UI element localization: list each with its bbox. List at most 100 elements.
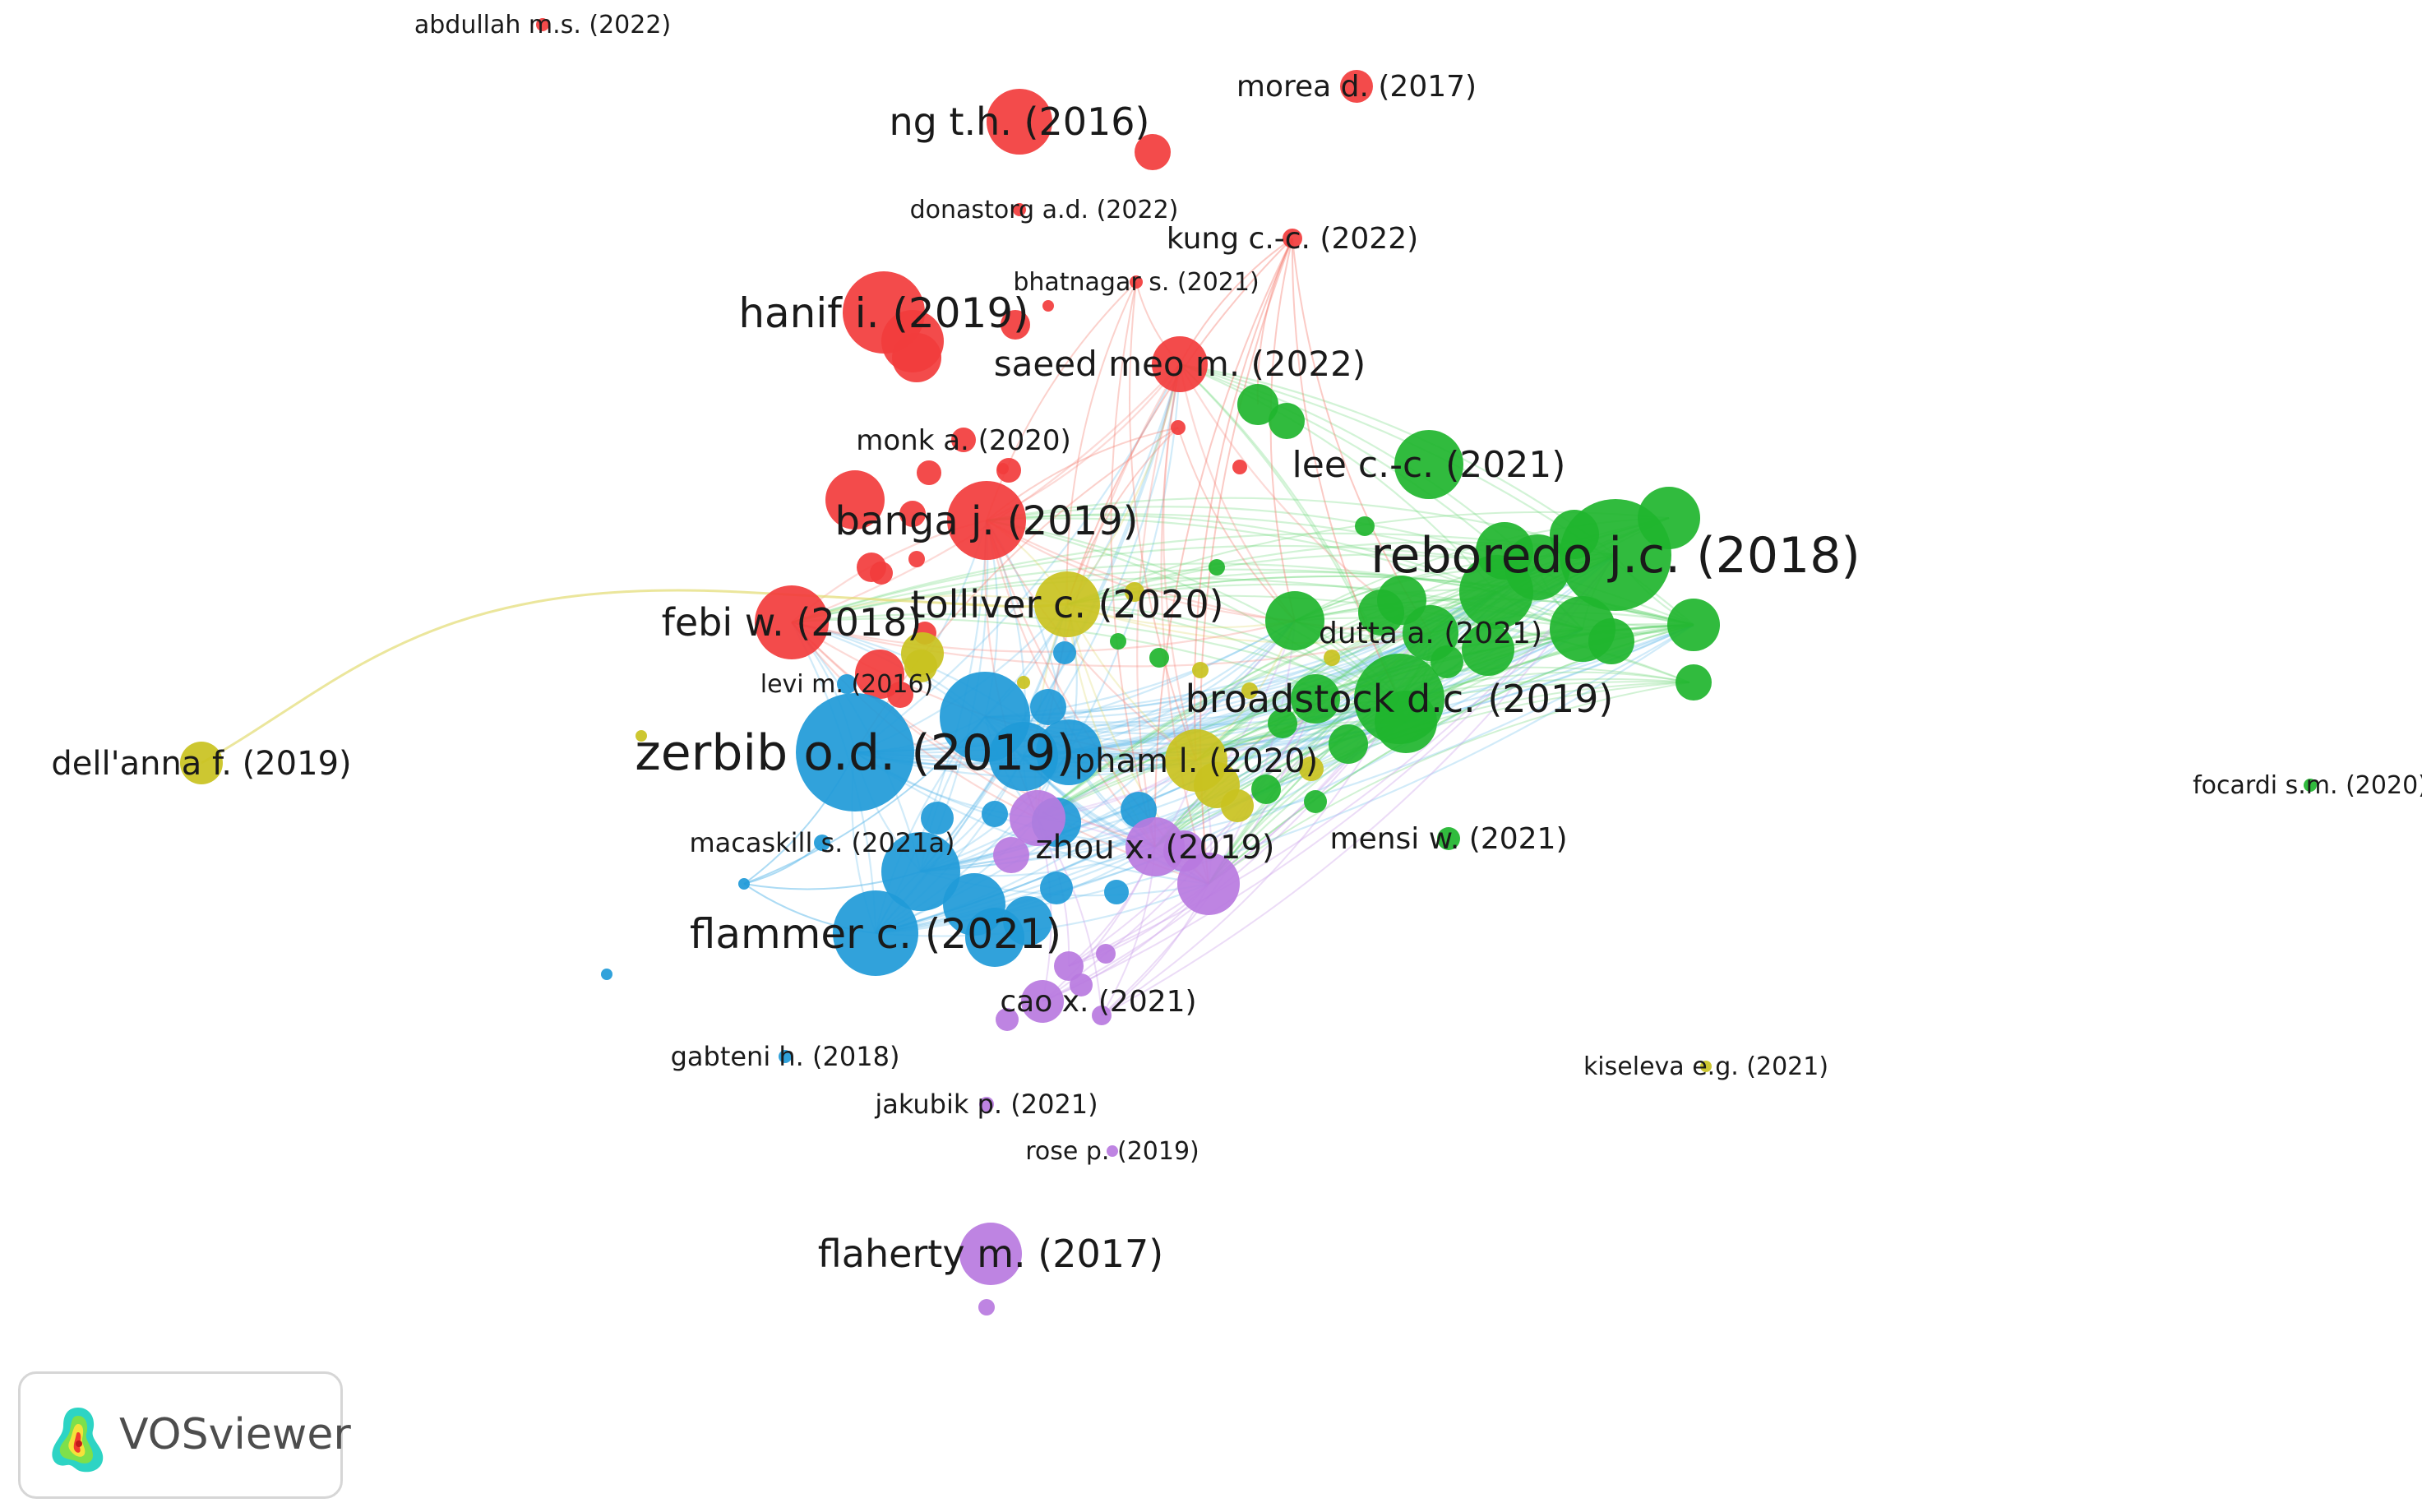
network-node — [1329, 724, 1368, 764]
node-label: flaherty m. (2017) — [818, 1232, 1163, 1276]
network-link — [1153, 238, 1293, 848]
network-node — [993, 837, 1029, 873]
network-node — [1125, 817, 1185, 876]
network-link — [986, 514, 1497, 594]
network-link — [986, 506, 1538, 569]
network-node — [1192, 662, 1209, 678]
network-link — [854, 620, 1296, 754]
node-label: bhatnagar s. (2021) — [1013, 268, 1259, 297]
network-node — [1676, 664, 1712, 701]
network-link — [1193, 238, 1293, 761]
network-node — [1304, 790, 1327, 813]
vosviewer-logo-icon — [52, 1408, 104, 1473]
network-link — [791, 568, 1694, 627]
network-node — [601, 969, 612, 980]
node-label: broadstock d.c. (2019) — [1186, 677, 1614, 721]
node-label: dutta a. (2021) — [1319, 617, 1542, 650]
network-link — [854, 363, 1181, 753]
network-link — [1269, 238, 1296, 622]
network-link — [1160, 363, 1210, 885]
node-label: rose p. (2019) — [1025, 1137, 1199, 1166]
node-label: pham l. (2020) — [1075, 742, 1318, 780]
network-node — [908, 551, 925, 567]
network-node — [1042, 300, 1054, 312]
node-label: donastorg a.d. (2022) — [910, 196, 1179, 224]
network-node — [1324, 650, 1340, 666]
network-link — [1065, 281, 1137, 605]
node-label: ng t.h. (2016) — [890, 99, 1150, 144]
network-link — [1101, 698, 1400, 1016]
network-node — [965, 908, 1024, 967]
network-node — [1017, 676, 1030, 689]
network-link — [1066, 603, 1400, 700]
node-label: flammer c. (2021) — [690, 910, 1061, 958]
network-link — [791, 594, 1068, 624]
network-node — [921, 802, 954, 835]
network-node — [1054, 951, 1084, 981]
network-link — [1066, 363, 1181, 605]
network-node — [1096, 944, 1116, 964]
node-label: tolliver c. (2020) — [910, 582, 1223, 627]
network-link — [854, 632, 1431, 754]
network-node — [1437, 827, 1460, 850]
network-node — [870, 562, 893, 585]
node-label: dell'anna f. (2019) — [51, 745, 351, 783]
network-node — [825, 470, 885, 529]
network-node — [1165, 729, 1227, 792]
network-link — [791, 619, 1296, 653]
node-label: zhou x. (2019) — [1036, 829, 1275, 867]
network-node — [755, 585, 829, 659]
network-link — [743, 842, 823, 885]
network-node — [536, 18, 549, 31]
node-label: hanif i. (2019) — [738, 289, 1028, 337]
network-link — [986, 520, 1197, 761]
network-node — [180, 742, 223, 784]
network-node — [1394, 430, 1463, 499]
network-node — [1299, 756, 1324, 781]
node-label: zerbib o.d. (2019) — [635, 724, 1075, 782]
network-link — [1208, 620, 1297, 885]
network-link — [1068, 698, 1316, 967]
network-link — [1068, 554, 1616, 967]
network-node — [1340, 70, 1373, 103]
network-node — [1265, 591, 1324, 650]
network-node — [833, 890, 918, 976]
network-node — [636, 730, 647, 742]
network-link — [1129, 281, 1197, 761]
node-label: kiseleva e.g. (2021) — [1583, 1052, 1828, 1081]
node-label: gabteni h. (2018) — [671, 1041, 900, 1072]
network-link — [1068, 628, 1583, 754]
network-link — [1068, 697, 1400, 756]
network-node — [917, 460, 941, 485]
network-node — [1251, 774, 1281, 804]
network-link — [1037, 566, 1538, 819]
network-link — [791, 544, 1538, 624]
network-nodes — [180, 18, 2317, 1315]
network-node — [1667, 599, 1720, 651]
network-link — [986, 519, 1400, 700]
network-node — [1040, 872, 1073, 904]
network-link — [1023, 623, 1694, 759]
network-link — [986, 497, 1616, 557]
network-node — [1355, 516, 1375, 536]
network-node — [1268, 709, 1297, 738]
node-label: monk a. (2020) — [856, 424, 1070, 457]
node-label: levi m. (2016) — [760, 670, 933, 699]
network-node — [1241, 682, 1258, 699]
network-node — [978, 1299, 995, 1315]
network-node — [1125, 582, 1144, 602]
node-label: morea d. (2017) — [1236, 70, 1477, 104]
network-node — [2304, 779, 2317, 792]
network-node — [987, 89, 1052, 155]
network-link — [1291, 238, 1400, 700]
network-node — [1459, 555, 1533, 629]
network-node — [1209, 559, 1225, 576]
network-node — [1291, 674, 1340, 724]
network-link — [1179, 363, 1401, 700]
network-node — [1013, 203, 1026, 216]
network-node — [979, 1097, 994, 1112]
network-node — [959, 1223, 1022, 1285]
network-labels: abdullah m.s. (2022) morea d. (2017) ng t.… — [51, 11, 2422, 1276]
network-link — [986, 520, 1431, 635]
network-link — [920, 620, 1296, 873]
